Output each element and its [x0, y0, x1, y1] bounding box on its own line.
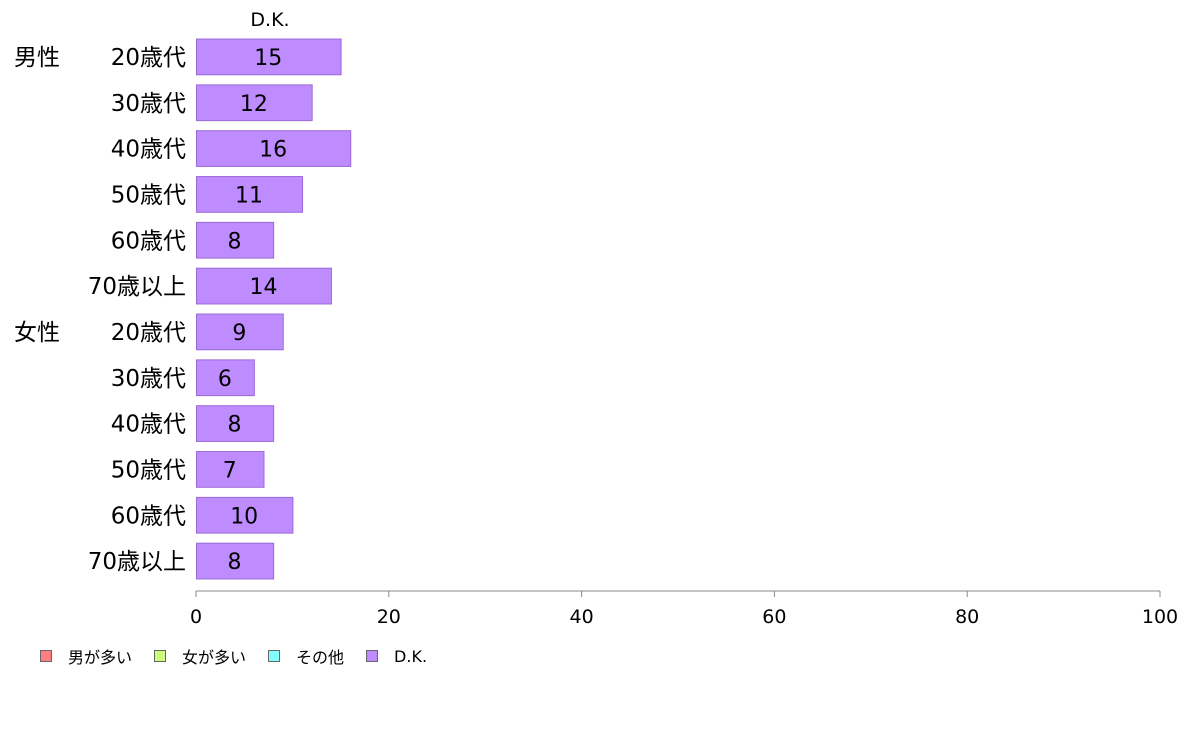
legend-item-male-more: 男が多い [40, 644, 132, 668]
bar [196, 496, 294, 534]
group-label: 男性 [14, 45, 60, 71]
legend-item-other: その他 [268, 644, 344, 668]
category-label: 60歳代 [111, 503, 186, 529]
category-label: 30歳代 [111, 91, 186, 117]
bar-value-label: 10 [230, 504, 258, 529]
bar-value-label: 6 [218, 367, 232, 392]
bar [196, 267, 332, 305]
bar-value-label: 11 [235, 183, 263, 208]
category-label: 70歳以上 [88, 274, 186, 300]
category-label: 70歳以上 [88, 549, 186, 575]
x-tick-label: 60 [762, 606, 786, 628]
bar-value-label: 7 [223, 458, 237, 483]
x-tick-label: 0 [190, 606, 202, 628]
bar [196, 176, 304, 213]
legend-label: その他 [296, 648, 345, 667]
category-label: 50歳代 [111, 457, 186, 483]
legend: 男が多い 女が多い その他 D.K. [40, 644, 449, 668]
bar [196, 313, 284, 351]
legend-label: 女が多い [182, 648, 247, 667]
group-label: 女性 [14, 320, 60, 346]
bar [196, 130, 352, 167]
bar-value-label: 9 [232, 321, 246, 346]
bar [196, 221, 275, 259]
category-label: 40歳代 [111, 412, 186, 438]
legend-item-female-more: 女が多い [154, 644, 246, 668]
category-label: 60歳代 [111, 228, 186, 254]
bar-value-label: 8 [228, 229, 242, 254]
bar-value-label: 8 [228, 550, 242, 575]
bar-value-label: 14 [249, 275, 277, 300]
legend-swatch [154, 650, 167, 662]
bar-value-label: 15 [254, 46, 282, 71]
bar-value-label: 12 [240, 92, 268, 117]
bar-chart: D.K. 15 20歳代 男性 12 30歳代 16 40歳代 11 50歳代 8 60歳代 14 70歳… [14, 9, 1178, 628]
bar-value-label: 16 [259, 138, 287, 163]
series-header: D.K. [250, 9, 289, 31]
bar [196, 542, 275, 580]
x-tick-label: 40 [570, 606, 594, 628]
bar [196, 359, 255, 397]
legend-swatch [40, 650, 52, 662]
category-label: 40歳代 [111, 137, 186, 163]
x-tick-label: 20 [377, 606, 401, 628]
category-label: 20歳代 [111, 320, 186, 346]
category-label: 20歳代 [111, 45, 186, 71]
bar [196, 84, 313, 122]
category-label: 30歳代 [111, 366, 186, 392]
legend-swatch [268, 650, 281, 662]
category-label: 50歳代 [111, 182, 186, 208]
bar [196, 405, 275, 442]
legend-label: 男が多い [68, 648, 133, 667]
bar [196, 451, 265, 488]
legend-item-dk: D.K. [366, 647, 427, 666]
x-tick-label: 80 [955, 606, 979, 628]
legend-label: D.K. [394, 646, 428, 666]
x-tick-label: 100 [1142, 606, 1178, 628]
bar [196, 38, 342, 76]
legend-swatch [366, 650, 379, 662]
bar-value-label: 8 [228, 413, 242, 438]
